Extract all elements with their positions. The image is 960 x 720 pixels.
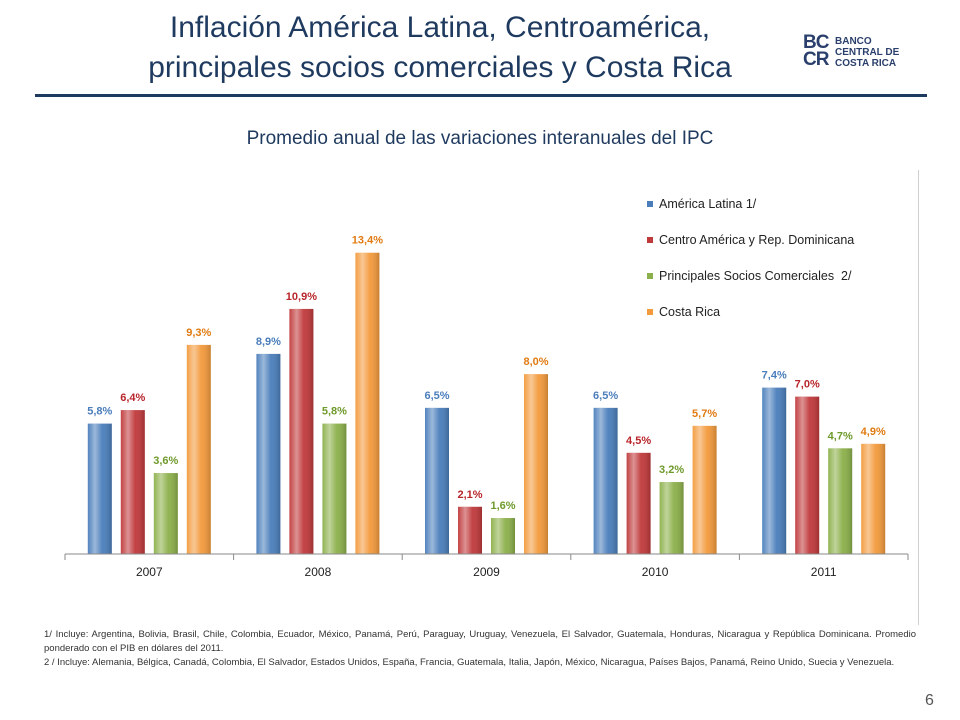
bar-highlight-2011-series-1 (762, 387, 787, 554)
x-tick-label-2009: 2009 (473, 565, 500, 579)
footnote-2: 2 / Incluye: Alemania, Bélgica, Canadá, … (44, 657, 895, 668)
value-label-2008-series-2: 10,9% (286, 291, 317, 303)
logo-name-line-1: BANCO (835, 36, 872, 47)
legend-label-series-4: Costa Rica (659, 305, 720, 319)
logo-name: BANCO CENTRAL DE COSTA RICA (835, 36, 899, 69)
x-tick-label-2010: 2010 (642, 565, 669, 579)
bar-highlight-2011-series-4 (861, 443, 886, 554)
value-label-2007-series-4: 9,3% (186, 327, 211, 339)
value-label-2011-series-4: 4,9% (861, 426, 886, 438)
bar-highlight-2007-series-2 (120, 410, 145, 554)
footnotes: 1/ Incluye: Argentina, Bolivia, Brasil, … (44, 628, 916, 670)
logo-mark-line-1: BC (803, 32, 829, 53)
inflation-bar-chart: 5,8% 6,4% 3,6% 9,3% 8,9% 10,9% 5,8% 13,4% 6,5% 2,… (64, 197, 909, 579)
bar-highlight-2007-series-1 (87, 423, 112, 554)
bar-highlight-2007-series-4 (186, 344, 211, 554)
value-label-2010-series-3: 3,2% (659, 464, 684, 476)
value-label-2007-series-1: 5,8% (87, 406, 112, 418)
slide-title-line-1: Inflación América Latina, Centroamérica, (169, 11, 711, 44)
legend-swatch-series-4 (647, 309, 653, 315)
x-tick-label-2007: 2007 (136, 565, 163, 579)
x-tick-label-2011: 2011 (811, 565, 837, 579)
chart-value-labels: 5,8% 6,4% 3,6% 9,3% 8,9% 10,9% 5,8% 13,4% 6,5% 2,… (87, 235, 886, 512)
value-label-2009-series-2: 2,1% (457, 489, 482, 501)
legend-swatch-series-3 (647, 273, 653, 279)
value-label-2011-series-3: 4,7% (828, 430, 853, 442)
value-label-2010-series-1: 6,5% (593, 390, 618, 402)
bar-highlight-2010-series-3 (659, 482, 684, 554)
legend-label-series-3: Principales Socios Comerciales 2/ (659, 269, 852, 283)
slide-title-line-2: principales socios comerciales y Costa R… (148, 51, 732, 84)
title-underline (35, 94, 927, 97)
legend-label-series-2: Centro América y Rep. Dominicana (659, 233, 854, 247)
bar-highlight-2009-series-4 (524, 374, 548, 554)
value-label-2007-series-2: 6,4% (120, 392, 145, 404)
value-label-2011-series-2: 7,0% (795, 379, 820, 391)
chart-x-axis: 2007 2008 2009 2010 2011 (64, 553, 909, 579)
slide-title: Inflación América Latina, Centroamérica,… (60, 8, 820, 88)
bar-highlight-2011-series-2 (795, 396, 820, 554)
chart-frame-edge (918, 170, 919, 625)
value-label-2009-series-3: 1,6% (490, 500, 515, 512)
chart-bars (87, 252, 886, 555)
value-label-2011-series-1: 7,4% (762, 370, 787, 382)
logo-name-line-2: CENTRAL DE (835, 47, 900, 58)
chart-subtitle: Promedio anual de las variaciones intera… (246, 128, 714, 149)
bar-highlight-2010-series-1 (593, 407, 618, 554)
bar-highlight-2008-series-2 (289, 308, 314, 554)
bar-highlight-2008-series-1 (256, 353, 281, 554)
logo-mark-line-2: CR (803, 49, 829, 70)
bar-highlight-2007-series-3 (153, 473, 178, 554)
value-label-2010-series-4: 5,7% (692, 408, 717, 420)
bar-highlight-2008-series-4 (355, 252, 380, 555)
value-label-2008-series-4: 13,4% (352, 235, 383, 247)
logo-mark: BC CR (803, 32, 829, 70)
bar-highlight-2010-series-4 (692, 425, 717, 554)
logo-name-line-3: COSTA RICA (835, 58, 897, 69)
value-label-2009-series-4: 8,0% (523, 356, 548, 368)
bar-highlight-2009-series-1 (425, 407, 449, 554)
value-label-2008-series-1: 8,9% (256, 336, 281, 348)
value-label-2010-series-2: 4,5% (626, 435, 651, 447)
legend-label-series-1: América Latina 1/ (659, 197, 757, 211)
bar-highlight-2010-series-2 (626, 452, 651, 554)
bar-highlight-2011-series-3 (828, 448, 853, 554)
value-label-2008-series-3: 5,8% (322, 406, 347, 418)
x-tick-label-2008: 2008 (305, 565, 332, 579)
value-label-2007-series-3: 3,6% (153, 455, 178, 467)
bccr-logo: BC CR BANCO CENTRAL DE COSTA RICA (803, 32, 933, 74)
bar-highlight-2009-series-2 (458, 506, 482, 554)
value-label-2009-series-1: 6,5% (424, 390, 449, 402)
legend-swatch-series-1 (647, 201, 653, 207)
bar-highlight-2009-series-3 (491, 518, 515, 554)
legend-swatch-series-2 (647, 237, 653, 243)
chart-legend: América Latina 1/Centro América y Rep. D… (647, 197, 854, 319)
page-number: 6 (925, 692, 934, 709)
bar-highlight-2008-series-3 (322, 423, 347, 554)
footnote-1: 1/ Incluye: Argentina, Bolivia, Brasil, … (44, 629, 916, 654)
